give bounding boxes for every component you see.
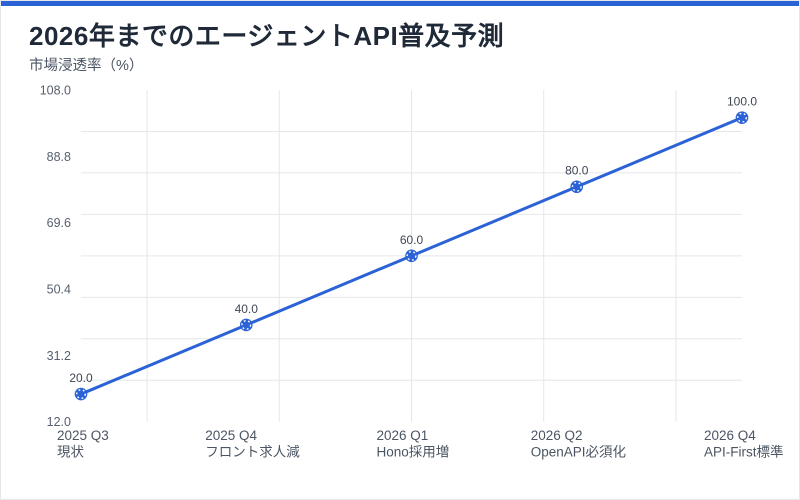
value-label: 80.0 (565, 164, 589, 178)
x-axis-tick-note: Hono採用増 (377, 445, 450, 460)
data-point-ring (241, 319, 252, 330)
value-label: 40.0 (235, 302, 259, 316)
x-axis-tick-note: OpenAPI必須化 (531, 445, 626, 460)
data-point-ring (571, 181, 582, 192)
value-label: 60.0 (400, 233, 424, 247)
x-axis-tick-quarter: 2026 Q4 (704, 428, 756, 443)
y-axis-tick-label: 88.8 (47, 150, 71, 164)
x-axis-tick-quarter: 2025 Q4 (205, 428, 257, 443)
x-axis-tick-note: 現状 (57, 445, 84, 460)
value-label: 20.0 (69, 371, 93, 385)
x-axis-tick-quarter: 2026 Q2 (531, 428, 583, 443)
x-axis-tick-note: フロント求人減 (205, 444, 300, 460)
y-axis-unit-label: 市場浸透率（%） (29, 58, 144, 74)
y-axis-tick-label: 31.2 (47, 349, 71, 363)
data-point-ring (75, 389, 86, 400)
x-axis-tick-quarter: 2025 Q3 (57, 428, 109, 443)
x-axis-tick-note: API-First標準 (704, 445, 784, 460)
data-point-ring (737, 112, 748, 123)
y-axis-tick-label: 12.0 (47, 415, 71, 429)
data-point[interactable] (735, 111, 749, 124)
y-axis-tick-label: 108.0 (40, 84, 71, 98)
value-label: 100.0 (727, 95, 757, 109)
x-axis-tick-quarter: 2026 Q1 (377, 428, 429, 443)
chart-title: 2026年までのエージェントAPI普及予測 (29, 21, 505, 51)
y-axis-tick-label: 50.4 (47, 283, 71, 297)
accent-top-bar (1, 1, 799, 6)
data-point-ring (406, 250, 417, 261)
y-axis-tick-label: 69.6 (47, 216, 71, 230)
